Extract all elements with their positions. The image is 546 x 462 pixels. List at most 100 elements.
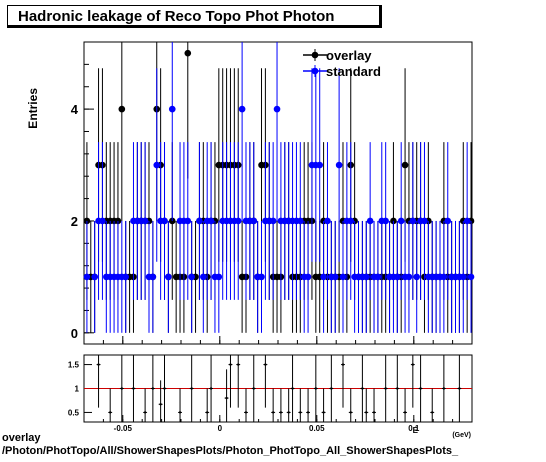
ratio-point — [229, 363, 232, 366]
ratio-point — [431, 411, 434, 414]
standard-point — [421, 217, 428, 225]
ratio-point — [264, 363, 267, 366]
ratio-point — [108, 411, 112, 414]
y-tick-label: 4 — [71, 102, 79, 117]
standard-point — [149, 273, 157, 281]
standard-point — [324, 217, 331, 225]
standard-point — [207, 217, 215, 225]
ratio-point — [271, 411, 275, 414]
standard-point — [165, 273, 172, 281]
standard-point — [397, 217, 405, 225]
legend-label-overlay: overlay — [326, 48, 372, 63]
standard-point — [188, 273, 195, 281]
ratio-point — [306, 411, 310, 414]
ratio-point — [365, 411, 368, 414]
standard-point — [331, 273, 339, 281]
ratio-x-tick-label: 0.05 — [309, 424, 325, 433]
ratio-x-tick-label: 0 — [218, 424, 223, 433]
standard-point — [91, 273, 98, 281]
standard-point — [238, 105, 246, 113]
standard-point — [297, 217, 304, 225]
y-tick-label: 0 — [71, 326, 78, 341]
standard-point — [304, 273, 312, 281]
ratio-point — [396, 387, 399, 390]
x-axis-unit: (GeV) — [452, 432, 471, 439]
ratio-point — [190, 387, 193, 390]
legend-marker — [311, 51, 319, 59]
title-box: Hadronic leakage of Reco Topo Phot Photo… — [7, 5, 382, 28]
standard-point — [339, 273, 347, 281]
main-plot-frame — [83, 41, 473, 345]
standard-point — [141, 217, 149, 225]
ratio-point — [151, 387, 155, 390]
footer-path: /Photon/PhotTopo/All/ShowerShapesPlots/P… — [2, 445, 459, 457]
ratio-point — [287, 411, 290, 414]
standard-point — [459, 273, 467, 281]
ratio-point — [330, 387, 333, 390]
overlay-point — [118, 105, 126, 113]
standard-point — [467, 273, 475, 281]
ratio-point — [361, 387, 364, 390]
standard-point — [200, 273, 207, 281]
ratio-point — [411, 363, 415, 366]
standard-point — [161, 217, 168, 225]
ratio-y-tick-label: 0.5 — [68, 408, 80, 417]
ratio-point — [209, 387, 213, 390]
standard-point — [122, 273, 130, 281]
standard-point — [347, 217, 355, 225]
standard-point — [320, 273, 327, 281]
standard-point — [405, 273, 413, 281]
ratio-point — [97, 363, 100, 366]
ratio-point — [419, 387, 422, 390]
ratio-point — [372, 411, 376, 414]
standard-point — [250, 217, 258, 225]
legend-marker — [311, 67, 319, 75]
overlay-point — [184, 49, 192, 57]
standard-point — [366, 217, 374, 225]
ratio-point — [384, 387, 387, 390]
standard-point — [394, 273, 401, 281]
standard-point — [409, 217, 417, 225]
standard-point — [335, 161, 343, 169]
ratio-point — [132, 387, 135, 390]
ratio-point — [225, 396, 228, 400]
y-axis-label: Entries — [26, 88, 40, 129]
standard-point — [99, 217, 106, 225]
standard-point — [444, 217, 452, 225]
standard-point — [362, 273, 370, 281]
standard-point — [153, 161, 161, 169]
ratio-x-tick-label: -0.05 — [114, 424, 133, 433]
standard-point — [382, 217, 389, 225]
standard-point — [413, 273, 421, 281]
ratio-point — [322, 411, 325, 414]
standard-point — [215, 273, 223, 281]
ratio-point — [341, 363, 345, 366]
standard-point — [184, 217, 192, 225]
standard-point — [316, 161, 324, 169]
standard-point — [463, 217, 471, 225]
footer-label: overlay — [2, 432, 41, 444]
ratio-x-tick-label: 0.1 — [408, 424, 420, 433]
ratio-point — [349, 411, 352, 414]
x-axis-label: E — [413, 426, 419, 435]
standard-point — [83, 273, 91, 281]
ratio-point — [291, 387, 294, 390]
ratio-point — [178, 411, 182, 414]
standard-point — [273, 105, 281, 113]
y-tick-label: 2 — [71, 214, 78, 229]
ratio-point — [403, 411, 407, 414]
legend-label-standard: standard — [326, 64, 381, 79]
ratio-point — [120, 387, 124, 390]
ratio-point — [314, 387, 318, 390]
chart-title: Hadronic leakage of Reco Topo Phot Photo… — [18, 8, 335, 25]
standard-point — [234, 217, 242, 225]
ratio-plot: 0.5 1 1.5 -0.05 0 0.05 0.1E (GeV) — [68, 354, 473, 439]
ratio-y-tick-label: 1 — [75, 385, 80, 394]
standard-point — [196, 217, 203, 225]
ratio-point — [442, 387, 446, 390]
ratio-point — [163, 387, 166, 390]
standard-point — [258, 273, 265, 281]
